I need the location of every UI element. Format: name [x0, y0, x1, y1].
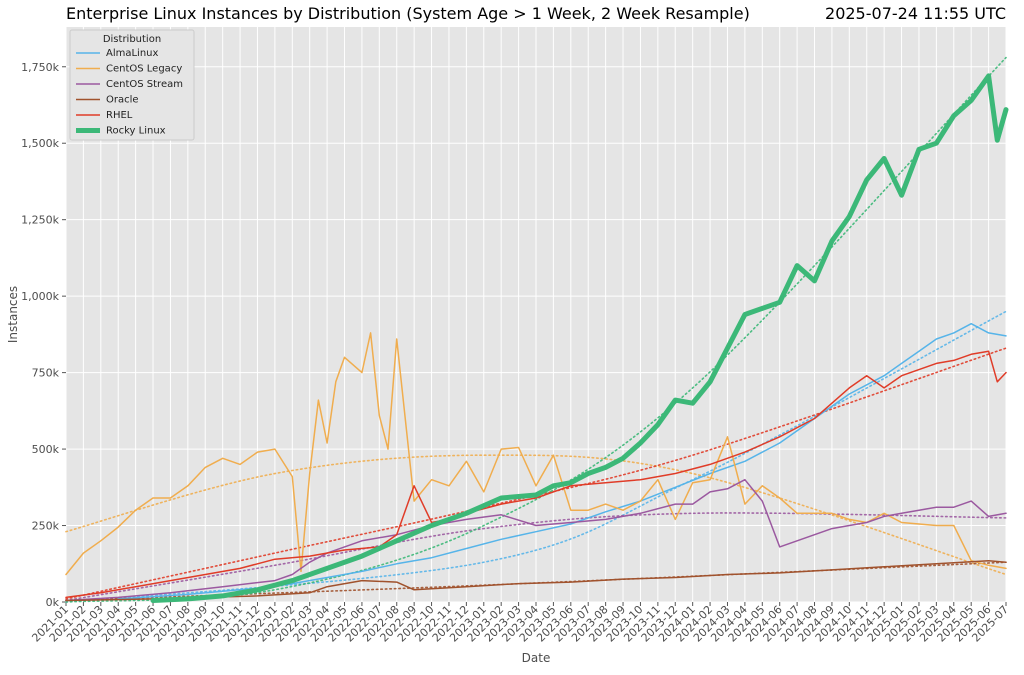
series-line-centos-stream	[65, 478, 1007, 602]
legend: Distribution AlmaLinux CentOS Legacy CentOS…	[69, 29, 195, 141]
chart-timestamp: 2025-07-24 11:55 UTC	[825, 4, 1006, 23]
y-tick-label: 0k	[46, 596, 60, 609]
y-axis: 0k 250k 500k 750k 1,000k 1,250k 1,500k 1,750k	[21, 61, 66, 609]
y-tick-label: 250k	[32, 520, 60, 533]
legend-label: CentOS Legacy	[106, 64, 182, 75]
legend-title: Distribution	[103, 34, 161, 45]
x-axis-label: Date	[522, 651, 551, 665]
series-line-almalinux	[117, 322, 1007, 600]
y-tick-label: 1,500k	[21, 137, 59, 150]
chart-title: Enterprise Linux Instances by Distributi…	[66, 4, 750, 23]
grid-lines	[65, 27, 1007, 603]
legend-label: Rocky Linux	[106, 126, 166, 137]
legend-label: RHEL	[106, 110, 133, 121]
y-tick-label: 1,750k	[21, 61, 59, 74]
y-tick-label: 1,250k	[21, 214, 59, 227]
series-line-oracle	[65, 559, 1007, 602]
y-tick-label: 1,000k	[21, 290, 59, 303]
trendline-centos-legacy	[65, 454, 1007, 576]
trendline-rhel	[65, 347, 1007, 600]
x-axis: 2021-012021-022021-032021-042021-052021-…	[29, 602, 1011, 645]
series-line-rhel	[65, 350, 1007, 599]
legend-label: Oracle	[106, 95, 139, 106]
y-tick-label: 750k	[32, 367, 60, 380]
legend-label: CentOS Stream	[106, 79, 183, 90]
legend-box	[69, 29, 195, 141]
legend-label: AlmaLinux	[106, 48, 159, 59]
y-tick-label: 500k	[32, 443, 60, 456]
series-line-rocky-linux	[150, 73, 1009, 603]
series-line-centos-legacy	[65, 332, 1007, 576]
y-axis-label: Instances	[6, 286, 20, 343]
series-lines	[65, 73, 1009, 603]
trendline-almalinux	[65, 310, 1007, 603]
